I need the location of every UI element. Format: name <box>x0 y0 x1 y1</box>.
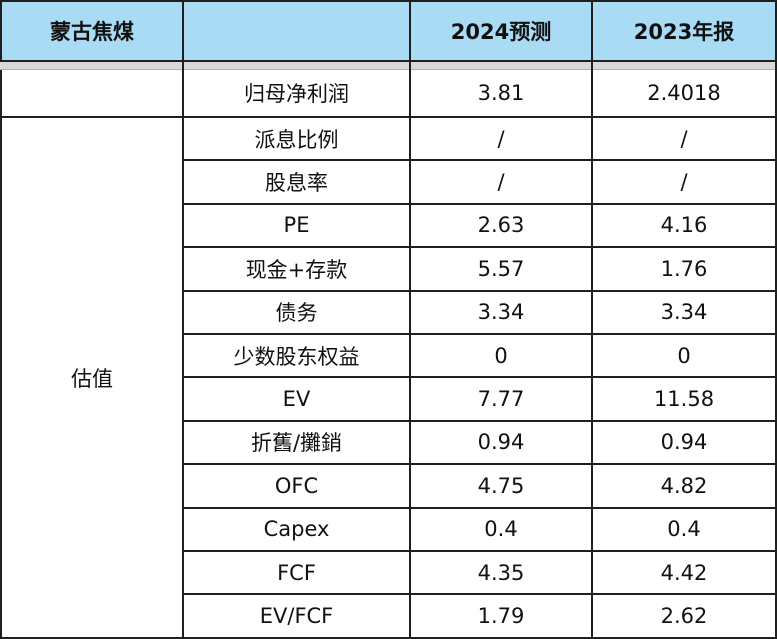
header-company[interactable]: 蒙古焦煤 <box>0 0 184 62</box>
value-2024-cell[interactable]: 5.57 <box>411 248 593 292</box>
value-2024-cell[interactable]: 2.63 <box>411 204 593 249</box>
value-2024-cell[interactable]: 4.75 <box>411 465 593 509</box>
header-metric[interactable] <box>184 0 411 62</box>
value-2023-cell[interactable]: 3.34 <box>593 291 777 335</box>
value-2024-cell[interactable]: 3.34 <box>411 291 593 335</box>
value-2024-cell[interactable]: 3.81 <box>411 70 593 118</box>
metric-cell[interactable]: 债务 <box>184 291 411 335</box>
value-2023-cell[interactable]: 2.62 <box>593 595 777 639</box>
value-2023-cell[interactable]: / <box>593 161 777 205</box>
metric-cell[interactable]: 现金+存款 <box>184 248 411 292</box>
value-2024-cell[interactable]: 7.77 <box>411 378 593 422</box>
value-2023-cell[interactable]: 0.94 <box>593 421 777 466</box>
value-2023-cell[interactable]: 4.42 <box>593 552 777 596</box>
group-cell-valuation[interactable]: 估值 <box>0 118 184 639</box>
value-2023-cell[interactable]: / <box>593 118 777 162</box>
value-2024-cell[interactable]: 0.94 <box>411 421 593 466</box>
metric-cell[interactable]: 折舊/攤銷 <box>184 421 411 466</box>
metric-cell[interactable]: EV/FCF <box>184 595 411 639</box>
metric-cell[interactable]: 归母净利润 <box>184 70 411 118</box>
header-2024-forecast[interactable]: 2024预测 <box>411 0 593 62</box>
value-2024-cell[interactable]: 0.4 <box>411 508 593 552</box>
metric-cell[interactable]: 少数股东权益 <box>184 335 411 379</box>
metric-cell[interactable]: FCF <box>184 552 411 596</box>
value-2023-cell[interactable]: 0.4 <box>593 508 777 552</box>
value-2024-cell[interactable]: 1.79 <box>411 595 593 639</box>
metric-cell[interactable]: 股息率 <box>184 161 411 205</box>
header-2023-annual[interactable]: 2023年报 <box>593 0 777 62</box>
value-2023-cell[interactable]: 0 <box>593 335 777 379</box>
data-grid: 归母净利润 3.81 2.4018 估值 派息比例 / / 股息率 / / PE 2.63 4.… <box>0 70 777 639</box>
metric-cell[interactable]: EV <box>184 378 411 422</box>
metric-cell[interactable]: PE <box>184 204 411 249</box>
value-2024-cell[interactable]: 0 <box>411 335 593 379</box>
metric-cell[interactable]: OFC <box>184 465 411 509</box>
value-2024-cell[interactable]: / <box>411 118 593 162</box>
value-2023-cell[interactable]: 4.82 <box>593 465 777 509</box>
metric-cell[interactable]: Capex <box>184 508 411 552</box>
value-2023-cell[interactable]: 1.76 <box>593 248 777 292</box>
frozen-pane-separator <box>0 62 777 70</box>
metric-cell[interactable]: 派息比例 <box>184 118 411 162</box>
value-2024-cell[interactable]: / <box>411 161 593 205</box>
value-2023-cell[interactable]: 11.58 <box>593 378 777 422</box>
value-2023-cell[interactable]: 2.4018 <box>593 70 777 118</box>
group-cell-blank[interactable] <box>0 70 184 118</box>
value-2024-cell[interactable]: 4.35 <box>411 552 593 596</box>
value-2023-cell[interactable]: 4.16 <box>593 204 777 249</box>
